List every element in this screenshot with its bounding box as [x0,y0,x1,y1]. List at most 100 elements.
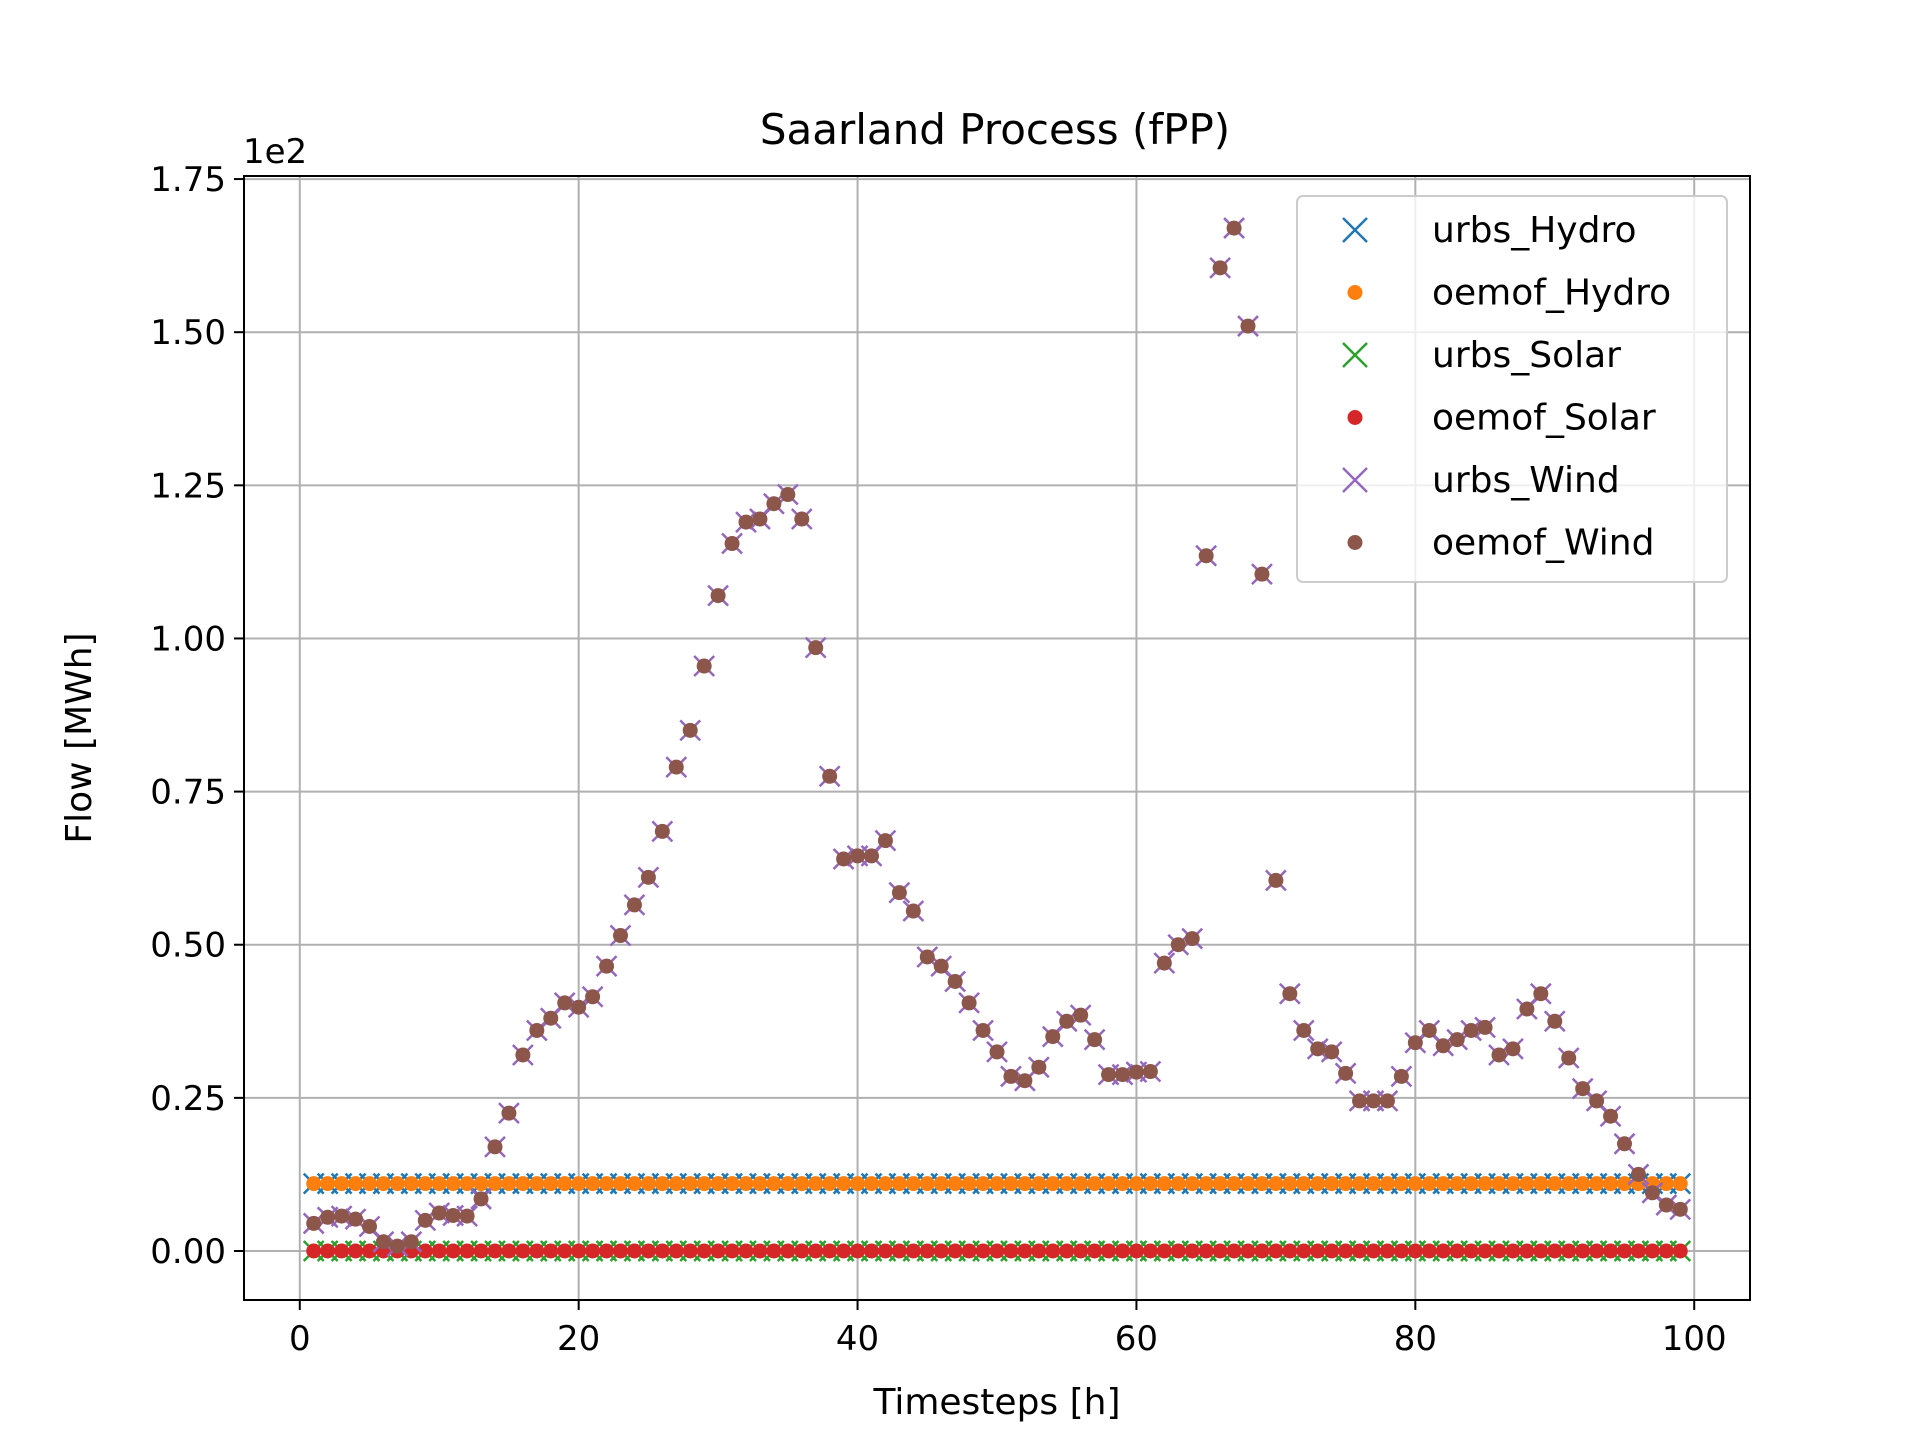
point-oemof_Wind [1240,318,1256,334]
point-oemof_Hydro [585,1176,601,1192]
point-oemof_Hydro [1491,1176,1507,1192]
point-oemof_Hydro [654,1176,670,1192]
legend-item-urbs_Hydro: urbs_Hydro [1342,210,1637,251]
point-oemof_Solar [1519,1243,1535,1259]
point-oemof_Hydro [1352,1176,1368,1192]
point-oemof_Solar [1240,1243,1256,1259]
point-oemof_Hydro [334,1176,350,1192]
legend-label: oemof_Hydro [1432,273,1671,314]
point-oemof_Hydro [891,1176,907,1192]
point-oemof_Solar [975,1243,991,1259]
x-tick-label: 100 [1662,1319,1727,1359]
point-oemof_Solar [933,1243,949,1259]
point-oemof_Hydro [1142,1176,1158,1192]
point-oemof_Solar [543,1243,559,1259]
point-oemof_Hydro [320,1176,336,1192]
point-oemof_Hydro [1435,1176,1451,1192]
point-oemof_Solar [1226,1243,1242,1259]
point-oemof_Solar [571,1243,587,1259]
ticks: 0 20 40 60 80 100 0.00 0.25 0.50 0.75 1.00 1.25 1.50… [150,160,1726,1359]
point-oemof_Hydro [933,1176,949,1192]
legend-label: urbs_Wind [1432,460,1620,501]
point-oemof_Hydro [794,1176,810,1192]
point-oemof_Wind [654,823,670,839]
point-oemof_Hydro [348,1176,364,1192]
point-oemof_Wind [905,903,921,919]
point-oemof_Hydro [1477,1176,1493,1192]
point-oemof_Solar [1142,1243,1158,1259]
point-oemof_Wind [1421,1022,1437,1038]
point-oemof_Hydro [989,1176,1005,1192]
point-oemof_Wind [752,511,768,527]
point-oemof_Hydro [682,1176,698,1192]
point-oemof_Wind [1519,1001,1535,1017]
point-oemof_Hydro [431,1176,447,1192]
point-oemof_Wind [557,995,573,1011]
point-oemof_Hydro [1128,1176,1144,1192]
point-oemof_Solar [320,1243,336,1259]
point-oemof_Wind [1533,986,1549,1002]
point-oemof_Hydro [1073,1176,1089,1192]
point-oemof_Wind [933,958,949,974]
point-oemof_Solar [1352,1243,1368,1259]
point-oemof_Wind [334,1208,350,1224]
point-oemof_Solar [1547,1243,1563,1259]
point-oemof_Hydro [445,1176,461,1192]
x-tick-label: 0 [289,1319,311,1359]
point-oemof_Hydro [571,1176,587,1192]
point-oemof_Wind [445,1207,461,1223]
point-oemof_Solar [626,1243,642,1259]
point-oemof_Wind [1212,260,1228,276]
point-oemof_Solar [696,1243,712,1259]
point-oemof_Solar [808,1243,824,1259]
point-oemof_Wind [975,1022,991,1038]
point-oemof_Wind [1031,1059,1047,1075]
point-oemof_Wind [696,658,712,674]
point-oemof_Hydro [473,1176,489,1192]
point-oemof_Solar [1128,1243,1144,1259]
point-oemof_Wind [724,536,740,552]
point-oemof_Wind [1617,1136,1632,1152]
point-oemof_Solar [473,1243,489,1259]
point-oemof_Hydro [1254,1176,1270,1192]
point-oemof_Wind [1282,986,1298,1002]
point-oemof_Wind [375,1234,391,1250]
point-oemof_Solar [1017,1243,1033,1259]
point-oemof_Solar [529,1243,545,1259]
x-tick-label: 40 [836,1319,879,1359]
point-oemof_Wind [1310,1041,1326,1057]
point-oemof_Solar [515,1243,531,1259]
point-oemof_Hydro [515,1176,531,1192]
y-tick-label: 0.75 [150,773,226,813]
point-oemof_Wind [515,1047,531,1063]
point-oemof_Wind [1254,566,1270,582]
point-oemof_Solar [1379,1243,1395,1259]
point-oemof_Wind [1115,1067,1130,1083]
point-oemof_Solar [1296,1243,1312,1259]
point-oemof_Hydro [1310,1176,1326,1192]
point-oemof_Hydro [1087,1176,1103,1192]
point-oemof_Wind [877,833,893,849]
point-oemof_Solar [1672,1243,1688,1259]
point-oemof_Hydro [1226,1176,1242,1192]
point-oemof_Solar [766,1243,782,1259]
x-tick-label: 80 [1394,1319,1437,1359]
legend-marker [1347,410,1363,425]
point-oemof_Wind [389,1238,405,1254]
point-oemof_Wind [543,1010,559,1026]
point-oemof_Hydro [1407,1176,1423,1192]
point-oemof_Hydro [1017,1176,1033,1192]
point-oemof_Hydro [766,1176,782,1192]
series-oemof_Wind [306,220,1688,1254]
point-oemof_Hydro [1547,1176,1563,1192]
point-oemof_Solar [919,1243,935,1259]
point-oemof_Wind [891,885,907,901]
point-oemof_Hydro [487,1176,503,1192]
point-oemof_Solar [1463,1243,1479,1259]
legend-label: urbs_Solar [1432,335,1621,376]
point-oemof_Wind [1449,1032,1465,1048]
point-oemof_Wind [362,1218,377,1234]
point-oemof_Solar [431,1243,447,1259]
point-oemof_Hydro [1031,1176,1047,1192]
point-oemof_Solar [557,1243,573,1259]
